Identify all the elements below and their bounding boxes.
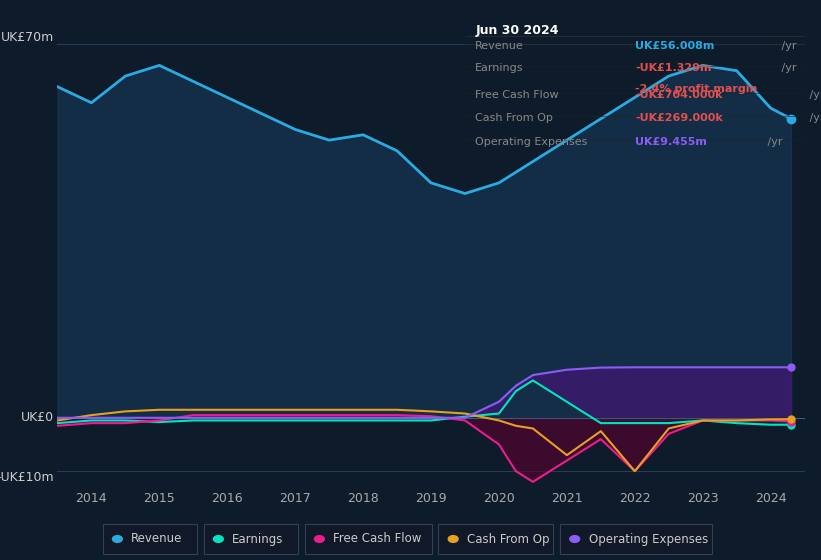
Text: Revenue: Revenue [475,40,524,50]
Text: /yr: /yr [777,63,796,73]
Text: Earnings: Earnings [475,63,524,73]
Text: /yr: /yr [806,113,821,123]
Text: Cash From Op: Cash From Op [475,113,553,123]
Text: UK£70m: UK£70m [1,31,53,44]
Text: Operating Expenses: Operating Expenses [589,533,708,545]
Text: Jun 30 2024: Jun 30 2024 [475,24,559,37]
Text: -UK£1.329m: -UK£1.329m [635,63,712,73]
Text: -UK£704.000k: -UK£704.000k [635,90,722,100]
Text: -2.4% profit margin: -2.4% profit margin [635,84,758,94]
Text: Free Cash Flow: Free Cash Flow [333,533,422,545]
Text: UK£9.455m: UK£9.455m [635,137,707,147]
Text: -UK£269.000k: -UK£269.000k [635,113,722,123]
Text: /yr: /yr [777,40,796,50]
Text: Earnings: Earnings [232,533,284,545]
Text: Free Cash Flow: Free Cash Flow [475,90,559,100]
Text: /yr: /yr [806,90,821,100]
Text: UK£56.008m: UK£56.008m [635,40,714,50]
Text: Revenue: Revenue [131,533,183,545]
Text: /yr: /yr [764,137,782,147]
Text: Operating Expenses: Operating Expenses [475,137,588,147]
Text: -UK£10m: -UK£10m [0,471,53,484]
Text: UK£0: UK£0 [21,411,53,424]
Text: Cash From Op: Cash From Op [467,533,549,545]
